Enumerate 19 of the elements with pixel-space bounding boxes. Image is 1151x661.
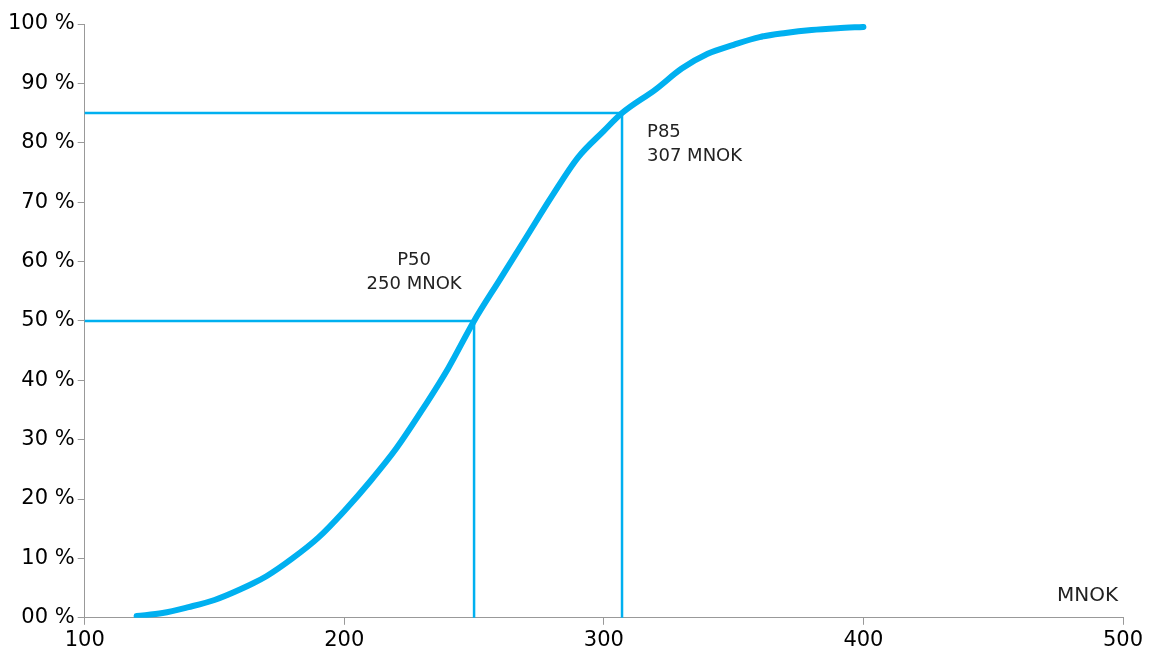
y-tick-label: 10 %	[21, 544, 75, 569]
y-tick-label: 40 %	[21, 366, 75, 391]
annotation: P50 250 MNOK	[366, 247, 463, 293]
y-tick-label: 20 %	[21, 485, 75, 510]
y-tick-label: 100 %	[7, 10, 75, 35]
x-tick-label: 500	[1102, 626, 1144, 651]
x-tick-label: 100	[64, 626, 105, 651]
y-tick-label: 50 %	[21, 307, 75, 332]
y-tick-label: 00 %	[21, 604, 75, 629]
y-tick-label: 70 %	[21, 188, 75, 213]
y-tick-label: 90 %	[21, 69, 75, 94]
y-tick-label: 60 %	[21, 247, 75, 272]
y-tick-label: 30 %	[21, 426, 75, 451]
x-tick-label: 300	[583, 626, 624, 651]
x-tick-label: 200	[324, 626, 365, 651]
x-tick-label: 400	[843, 626, 884, 651]
x-axis-title: MNOK	[1056, 582, 1119, 606]
y-tick-label: 80 %	[21, 129, 75, 154]
annotation: P85 307 MNOK	[647, 119, 744, 165]
